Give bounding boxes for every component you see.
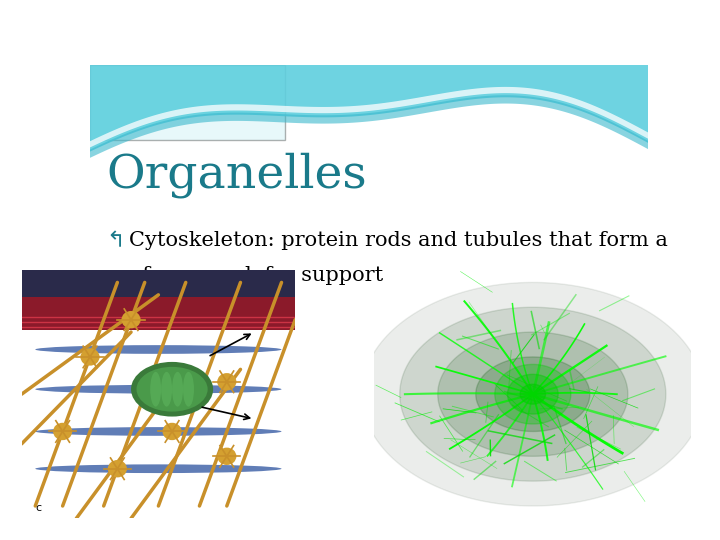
Circle shape xyxy=(163,423,181,440)
Polygon shape xyxy=(90,95,648,158)
Bar xyxy=(22,298,295,329)
Circle shape xyxy=(217,448,236,465)
Ellipse shape xyxy=(172,372,183,407)
Polygon shape xyxy=(495,364,571,424)
Polygon shape xyxy=(508,374,558,414)
Polygon shape xyxy=(438,332,628,456)
Circle shape xyxy=(149,373,168,390)
Polygon shape xyxy=(90,65,648,152)
Text: Organelles: Organelles xyxy=(107,152,367,198)
Ellipse shape xyxy=(161,372,172,407)
Text: Cytoskeleton: protein rods and tubules that form a: Cytoskeleton: protein rods and tubules t… xyxy=(129,231,668,250)
Ellipse shape xyxy=(35,464,282,473)
Ellipse shape xyxy=(137,367,207,411)
Text: c: c xyxy=(35,503,42,513)
Ellipse shape xyxy=(35,385,282,394)
Bar xyxy=(22,270,295,300)
Ellipse shape xyxy=(35,427,282,436)
Circle shape xyxy=(217,373,236,390)
Circle shape xyxy=(81,348,99,366)
Polygon shape xyxy=(361,282,704,506)
Polygon shape xyxy=(90,87,648,147)
Circle shape xyxy=(53,423,72,440)
Ellipse shape xyxy=(183,372,194,407)
Polygon shape xyxy=(476,357,590,431)
Ellipse shape xyxy=(35,345,282,354)
Text: ↰: ↰ xyxy=(107,231,125,251)
FancyBboxPatch shape xyxy=(90,65,285,140)
Ellipse shape xyxy=(131,362,213,416)
Polygon shape xyxy=(400,307,666,481)
Text: framework for support: framework for support xyxy=(129,266,383,286)
Circle shape xyxy=(122,311,140,328)
Circle shape xyxy=(108,460,127,477)
Ellipse shape xyxy=(150,372,161,407)
Polygon shape xyxy=(520,384,546,404)
